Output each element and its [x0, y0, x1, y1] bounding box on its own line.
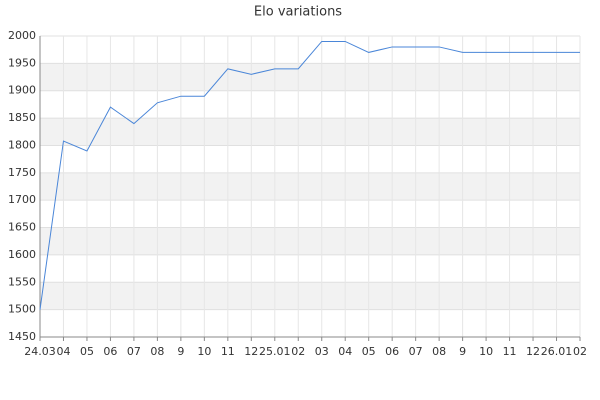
x-tick-label: 26.01 [541, 345, 573, 358]
chart-title: Elo variations [254, 5, 342, 20]
x-tick-label: 02 [291, 345, 305, 358]
grid-band [40, 172, 580, 201]
x-tick-label: 05 [80, 345, 94, 358]
y-tick-label: 1550 [8, 275, 36, 288]
y-tick-label: 1850 [8, 111, 36, 124]
x-tick-label: 05 [362, 345, 376, 358]
y-tick-label: 1450 [8, 330, 36, 343]
x-tick-label: 06 [385, 345, 399, 358]
x-tick-label: 08 [432, 345, 446, 358]
x-tick-label: 06 [103, 345, 117, 358]
x-tick-label: 9 [177, 345, 184, 358]
x-tick-label: 12 [526, 345, 540, 358]
x-tick-label: 03 [315, 345, 329, 358]
x-tick-label: 25.01 [259, 345, 291, 358]
x-tick-label: 11 [503, 345, 517, 358]
y-tick-label: 1800 [8, 138, 36, 151]
x-tick-label: 07 [127, 345, 141, 358]
y-tick-label: 1700 [8, 193, 36, 206]
grid-band [40, 63, 580, 91]
x-tick-label: 02 [573, 345, 587, 358]
x-tick-label: 07 [409, 345, 423, 358]
x-tick-label: 10 [479, 345, 493, 358]
y-tick-label: 1950 [8, 56, 36, 69]
x-tick-label: 12 [244, 345, 258, 358]
x-tick-label: 11 [221, 345, 235, 358]
y-tick-label: 1500 [8, 303, 36, 316]
x-tick-label: 04 [338, 345, 352, 358]
y-tick-label: 1650 [8, 221, 36, 234]
y-tick-label: 2000 [8, 29, 36, 42]
x-tick-label: 24.03 [24, 345, 56, 358]
x-tick-label: 08 [150, 345, 164, 358]
grid-band [40, 227, 580, 255]
grid-band [40, 282, 580, 310]
x-tick-label: 9 [459, 345, 466, 358]
y-tick-label: 1900 [8, 84, 36, 97]
x-tick-label: 04 [56, 345, 70, 358]
y-tick-label: 1600 [8, 248, 36, 261]
line-series [39, 40, 580, 310]
grid-band [40, 118, 580, 146]
x-tick-label: 10 [197, 345, 211, 358]
y-tick-label: 1750 [8, 166, 36, 179]
